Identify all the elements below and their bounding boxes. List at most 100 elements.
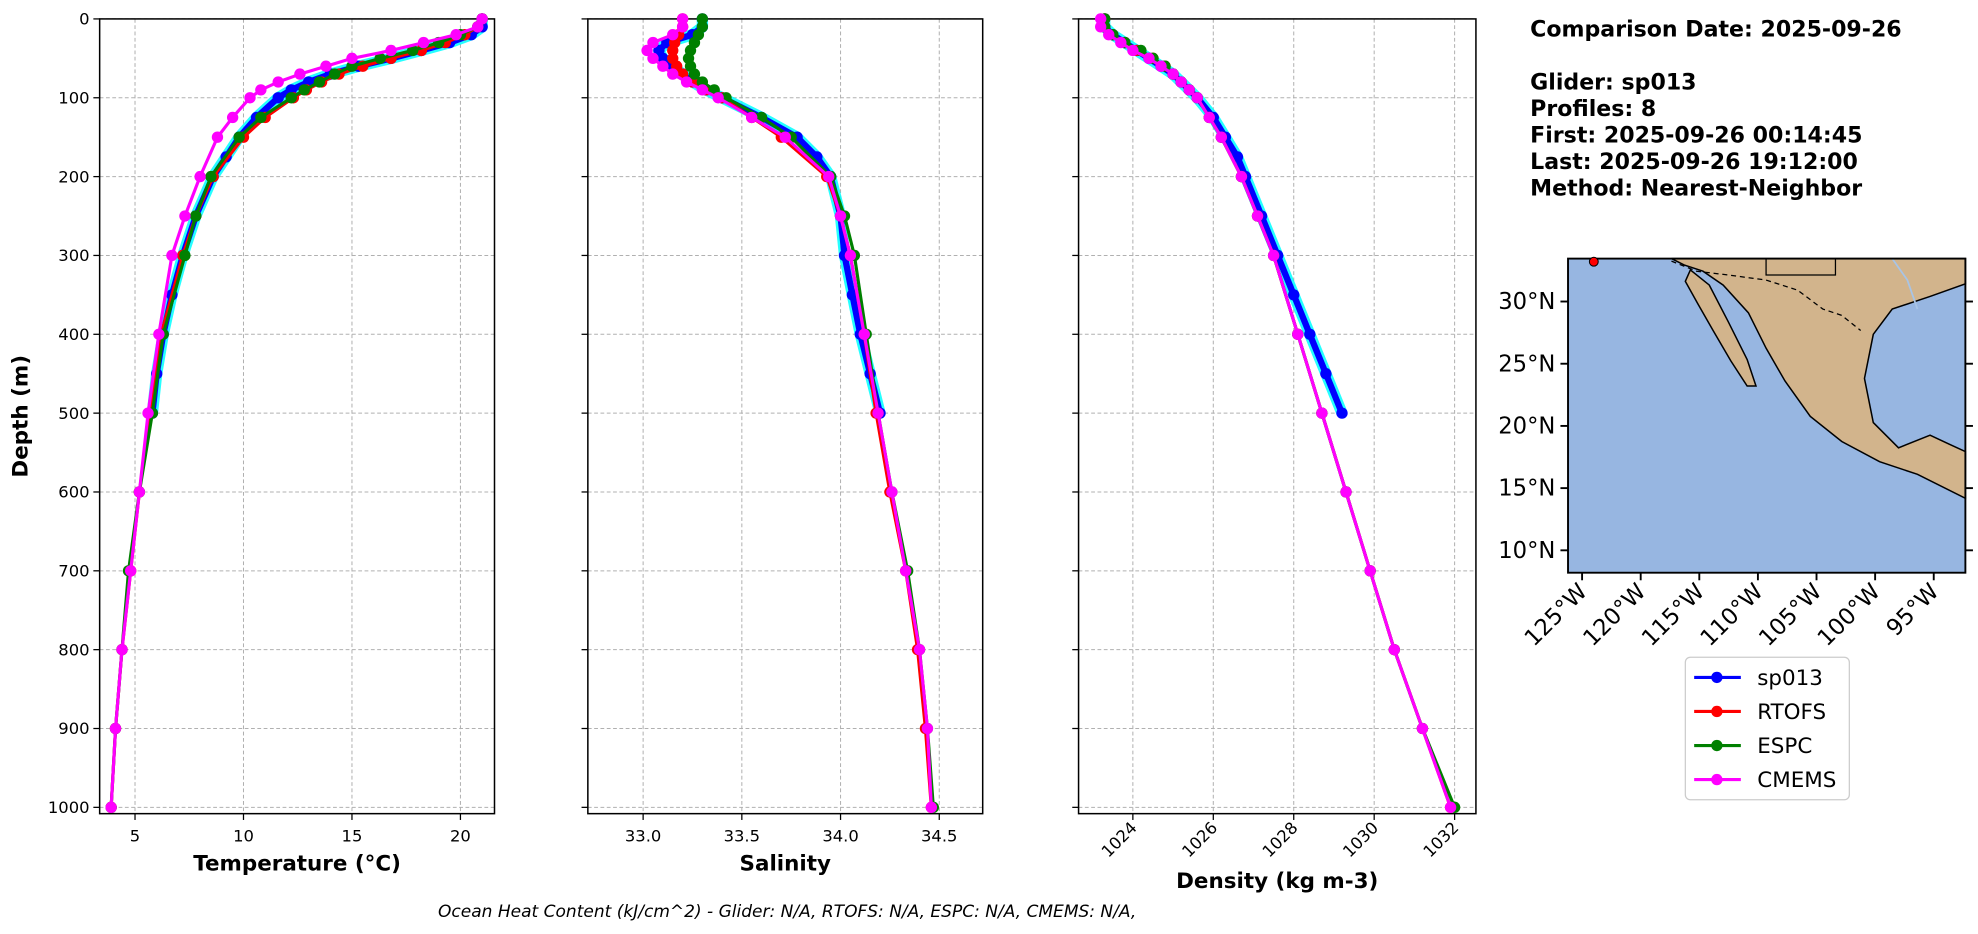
marker <box>676 21 689 33</box>
marker <box>450 29 462 41</box>
y-tick-label: 1000 <box>48 798 90 817</box>
marker <box>1095 21 1107 33</box>
axes-frame <box>1077 18 1477 815</box>
lon-tick-label: 115°W <box>1637 579 1710 652</box>
plot-area <box>641 13 940 814</box>
x-axis-label: Density (kg m-3) <box>1176 869 1378 894</box>
plot-area <box>105 13 488 814</box>
legend-marker <box>1711 671 1723 684</box>
marker <box>696 84 709 96</box>
info-line: Last: 2025-09-26 19:12:00 <box>1530 150 1858 175</box>
marker <box>1340 486 1352 498</box>
marker <box>913 643 926 656</box>
marker <box>255 84 267 96</box>
lat-tick-label: 25°N <box>1498 351 1555 377</box>
marker <box>385 44 397 57</box>
lon-tick-label: 95°W <box>1882 579 1945 642</box>
marker <box>244 92 256 104</box>
marker <box>921 722 934 735</box>
info-line: Glider: sp013 <box>1530 71 1696 96</box>
marker <box>844 249 857 262</box>
marker <box>1320 368 1332 380</box>
marker <box>746 111 758 124</box>
glider-location <box>1588 256 1599 267</box>
x-axis-label: Salinity <box>740 851 831 876</box>
marker <box>1167 68 1179 80</box>
y-tick-label: 900 <box>58 719 89 738</box>
legend-marker <box>1711 739 1723 752</box>
marker <box>823 170 835 183</box>
plot-area <box>1095 13 1461 814</box>
marker <box>417 36 430 49</box>
marker <box>1215 131 1228 143</box>
marker <box>116 643 128 656</box>
x-tick-label: 33.5 <box>724 826 760 845</box>
marker <box>133 486 146 498</box>
border <box>1765 258 1837 276</box>
legend-label: RTOFS <box>1757 700 1826 725</box>
y-tick-label: 300 <box>58 246 89 265</box>
x-tick-label: 15 <box>342 826 363 845</box>
y-tick-label: 400 <box>58 325 89 344</box>
marker <box>1115 36 1127 49</box>
y-tick-label: 800 <box>58 640 89 659</box>
lat-tick-label: 20°N <box>1498 413 1555 439</box>
marker <box>320 60 332 72</box>
marker <box>641 44 653 57</box>
marker <box>667 44 679 57</box>
glider-spread <box>1099 18 1348 416</box>
y-tick-label: 0 <box>79 10 89 29</box>
marker <box>834 210 847 222</box>
marker <box>667 29 679 41</box>
x-tick-label: 5 <box>130 826 140 845</box>
marker <box>872 407 884 419</box>
marker <box>712 92 724 104</box>
marker <box>680 76 693 88</box>
axes-frame <box>98 18 496 815</box>
marker <box>1267 249 1280 262</box>
marker <box>1191 92 1203 104</box>
marker <box>226 111 239 124</box>
marker <box>858 328 870 340</box>
marker <box>657 60 669 72</box>
marker <box>1095 13 1107 25</box>
marker <box>676 13 689 25</box>
marker <box>1175 76 1187 88</box>
legend-marker <box>1711 705 1723 718</box>
x-tick-label: 1024 <box>1098 818 1141 861</box>
marker <box>328 68 341 80</box>
marker <box>179 249 191 262</box>
info-line: First: 2025-09-26 00:14:45 <box>1530 124 1862 149</box>
legend-marker <box>1711 773 1723 786</box>
marker <box>255 111 267 124</box>
info-line: Method: Nearest-Neighbor <box>1530 177 1862 202</box>
x-tick-label: 10 <box>233 826 254 845</box>
marker <box>647 36 659 49</box>
marker <box>647 52 659 65</box>
marker <box>925 801 938 814</box>
lon-tick-label: 100°W <box>1813 579 1886 652</box>
marker <box>272 76 284 88</box>
lat-tick-label: 10°N <box>1498 538 1555 564</box>
x-axis-label: Temperature (°C) <box>193 851 401 876</box>
marker <box>142 407 154 419</box>
info-line: Comparison Date: 2025-09-26 <box>1530 18 1901 43</box>
marker <box>667 68 679 80</box>
river <box>1891 258 1919 310</box>
marker <box>125 565 137 577</box>
marker <box>1127 44 1139 57</box>
marker <box>166 249 178 262</box>
marker <box>205 170 217 183</box>
x-tick-label: 1028 <box>1259 818 1302 861</box>
marker <box>407 44 419 57</box>
x-tick-label: 1026 <box>1178 818 1221 861</box>
border <box>1671 260 1862 332</box>
marker <box>1288 289 1300 301</box>
marker <box>1416 722 1429 735</box>
x-tick-label: 33.0 <box>625 826 661 845</box>
marker <box>1103 29 1115 41</box>
marker <box>374 52 386 65</box>
footer: Ocean Heat Content (kJ/cm^2) - Glider: N… <box>438 902 1136 922</box>
marker <box>1364 565 1376 577</box>
